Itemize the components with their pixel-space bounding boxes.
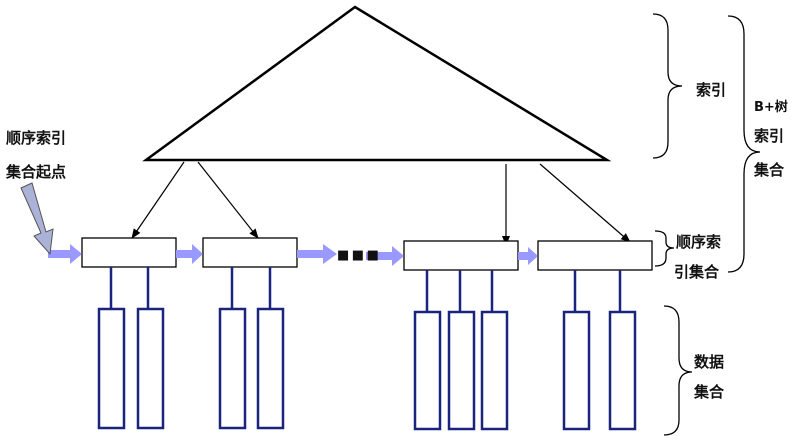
data-block — [562, 310, 591, 431]
seq-link-arrow-3 — [366, 246, 404, 266]
leaf-node-3 — [403, 240, 519, 271]
bplus-label-line1: B+树 — [754, 100, 788, 115]
seq-link-arrow-1 — [176, 244, 203, 264]
index-triangle — [142, 5, 612, 162]
pointer-arrow-2 — [197, 161, 259, 239]
pointer-arrow-1 — [131, 161, 185, 239]
leaf-node-2 — [202, 237, 298, 268]
leaf-node-4 — [537, 240, 653, 271]
seq-set-label-line1: 顺序索 — [676, 233, 722, 251]
brace-data — [663, 305, 693, 436]
data-block — [218, 307, 247, 430]
leaf-node-1 — [81, 237, 177, 268]
pointer-arrow-4 — [539, 163, 631, 243]
data-label-line1: 数据 — [694, 353, 725, 371]
brace-index — [652, 13, 683, 159]
data-block — [136, 307, 165, 430]
data-block — [97, 307, 126, 430]
data-block — [413, 310, 442, 431]
bplus-label-line2: 索引 — [754, 127, 785, 145]
seq-start-label-line1: 顺序索引 — [6, 129, 67, 147]
seq-set-label-line2: 引集合 — [674, 263, 720, 281]
bplus-label-line3: 集合 — [754, 161, 785, 179]
ellipsis-dots: ■ ■ ■ — [337, 248, 379, 263]
seq-link-arrow-4 — [518, 247, 538, 265]
brace-seq-set — [654, 230, 675, 267]
seq-link-arrow-start — [48, 244, 82, 264]
brace-bplus — [727, 15, 761, 273]
seq-link-arrow-2 — [297, 244, 337, 264]
data-connectors — [109, 267, 622, 312]
data-block — [447, 310, 476, 431]
data-block — [480, 310, 509, 431]
index-label: 索引 — [696, 81, 727, 99]
seq-start-arrow — [20, 182, 54, 256]
data-block — [256, 307, 285, 430]
data-block — [608, 310, 637, 431]
data-label-line2: 集合 — [694, 383, 725, 401]
seq-start-label-line2: 集合起点 — [6, 163, 67, 181]
